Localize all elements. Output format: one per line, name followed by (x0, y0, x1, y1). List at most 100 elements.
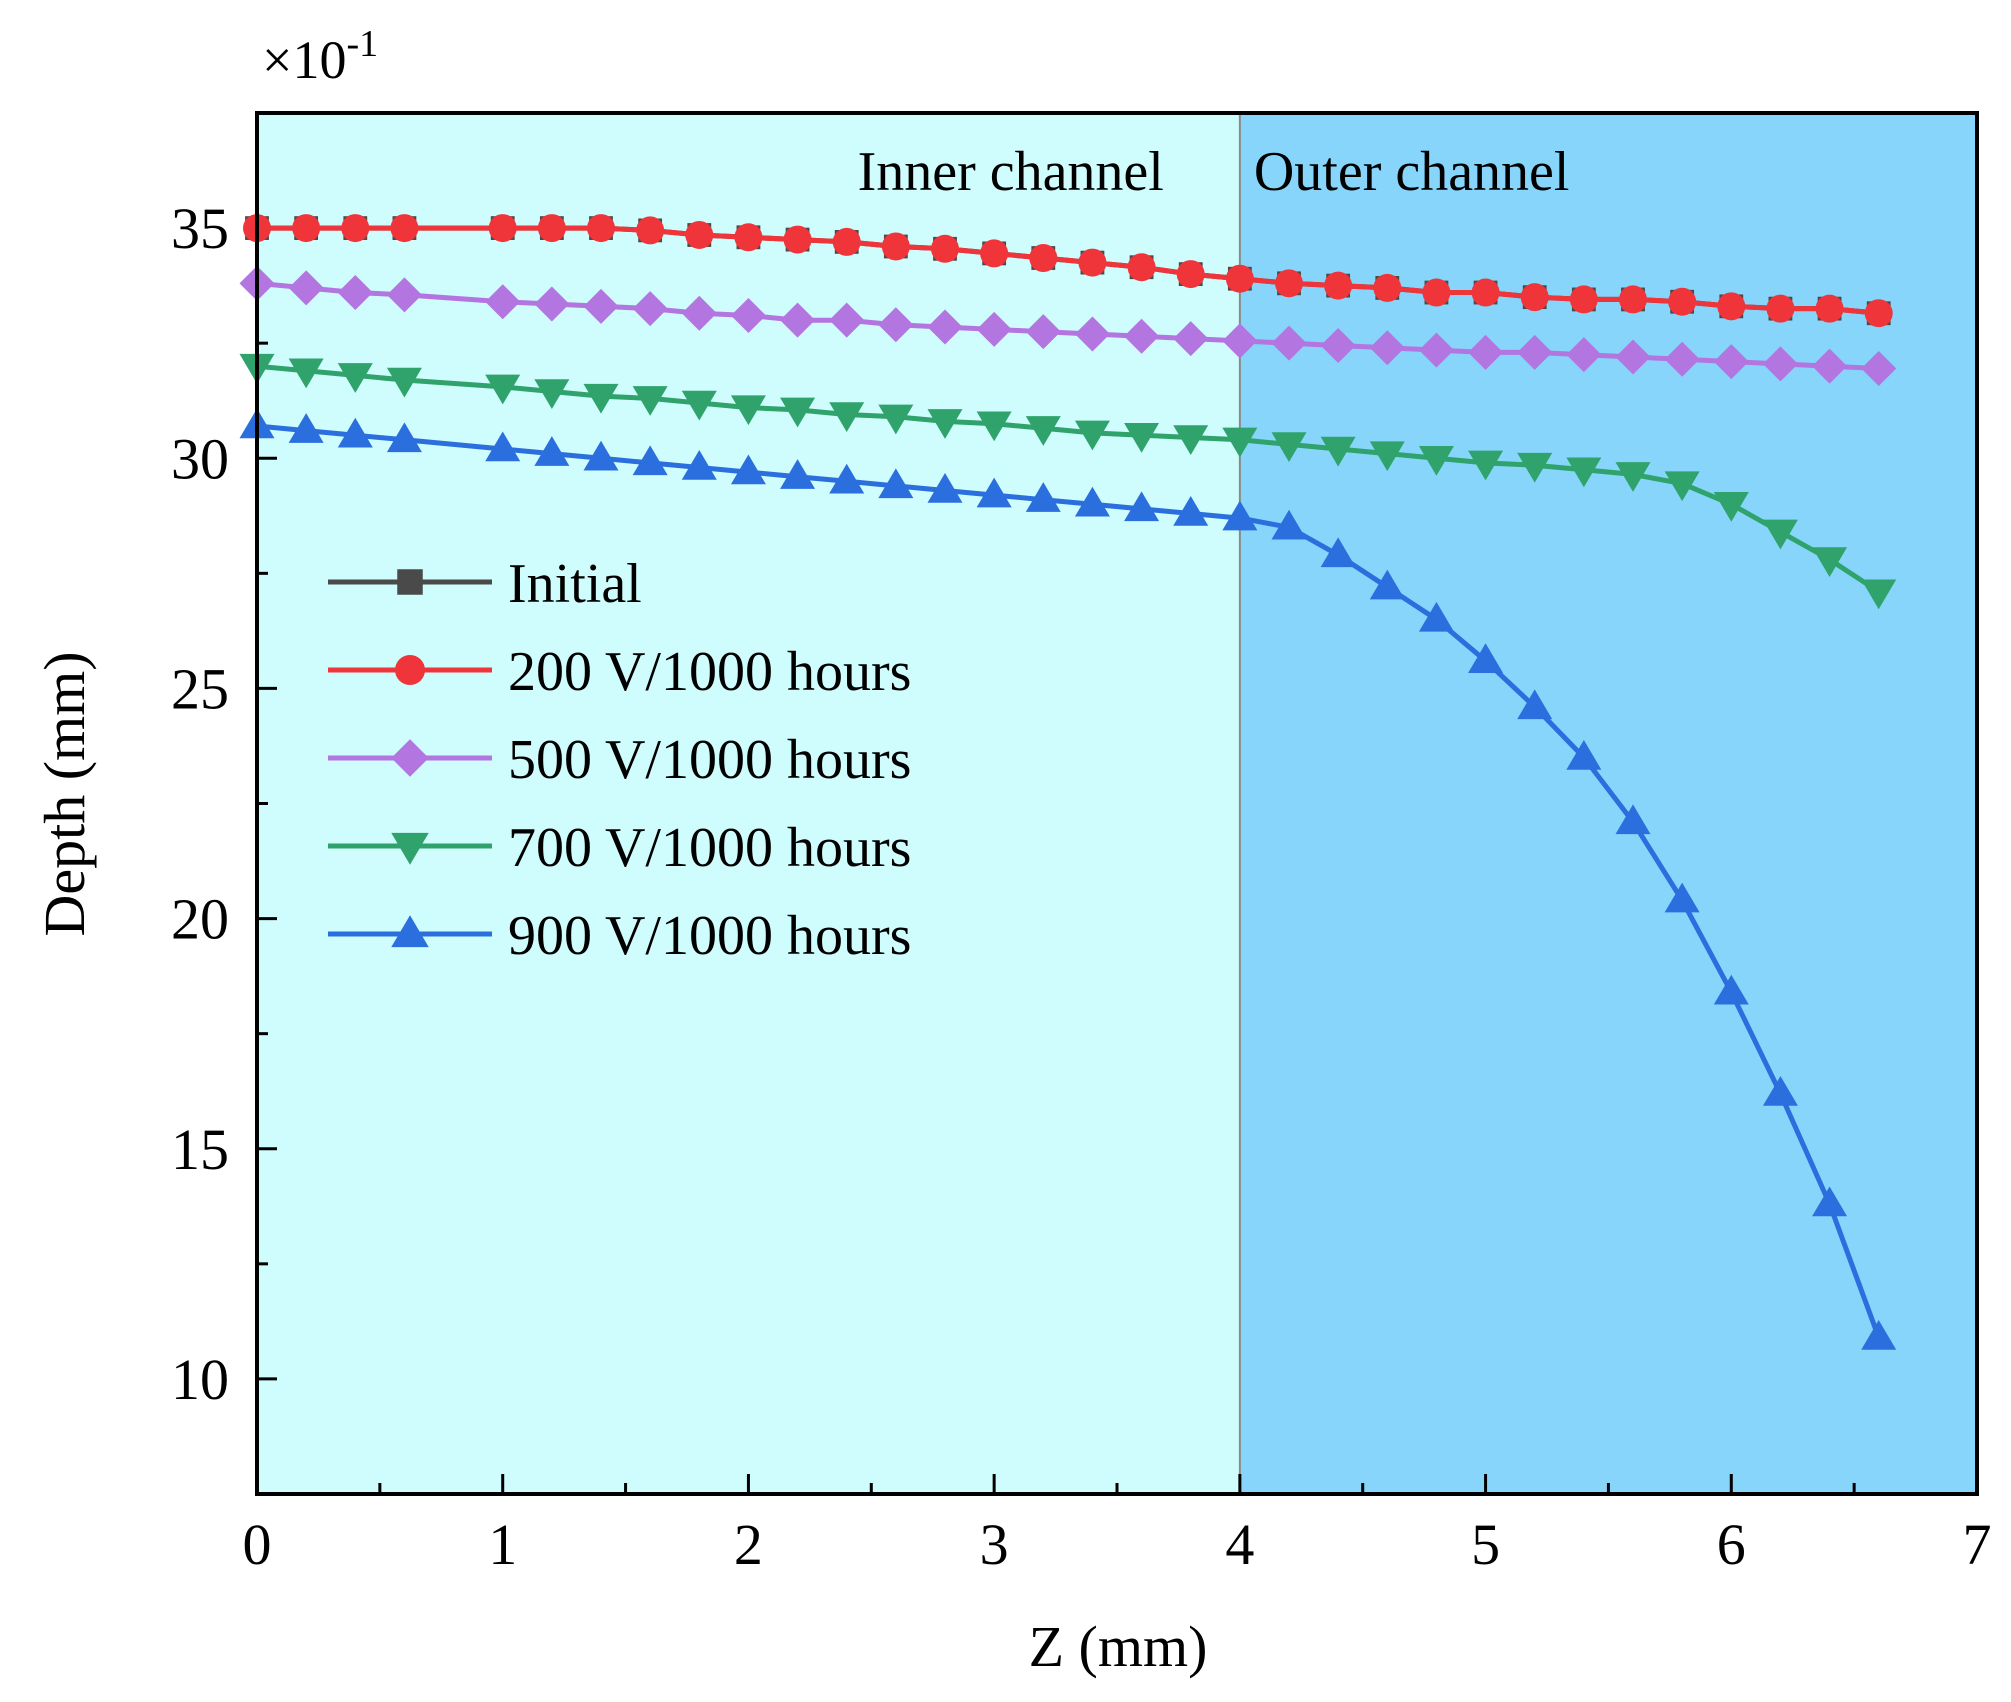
region-inner-background (257, 113, 1240, 1494)
legend-label: 700 V/1000 hours (508, 817, 911, 879)
x-axis-ticks: 0 1 2 3 4 5 6 7 (243, 1474, 1992, 1577)
data-point (1861, 1319, 1897, 1350)
data-point (1664, 882, 1700, 913)
data-point (980, 239, 1009, 268)
data-point (1569, 285, 1598, 314)
data-point (390, 214, 419, 243)
data-point (1566, 739, 1602, 770)
x-tick-label: 2 (734, 1512, 763, 1577)
legend-item: 900 V/1000 hours (328, 905, 911, 967)
data-point (292, 214, 321, 243)
data-point (1517, 689, 1553, 720)
data-point (1418, 446, 1454, 476)
data-point (288, 413, 324, 443)
data-point (485, 284, 521, 320)
y-multiplier-base: ×10 (262, 30, 346, 90)
data-point (1173, 321, 1209, 357)
data-point (832, 227, 861, 256)
data-point (1124, 491, 1160, 522)
data-point (1222, 427, 1258, 458)
data-point (829, 302, 865, 338)
data-point (1520, 283, 1549, 312)
data-point (1762, 519, 1798, 550)
data-point (1861, 350, 1897, 386)
data-point (730, 395, 766, 426)
data-point (1369, 330, 1405, 366)
data-point (1864, 299, 1893, 328)
data-point (632, 386, 668, 416)
data-point (1861, 579, 1897, 610)
data-point (681, 295, 717, 331)
data-point (1222, 500, 1258, 531)
channel-regions (257, 113, 1977, 1494)
data-point (632, 291, 668, 327)
data-point (878, 307, 914, 343)
legend-label: 200 V/1000 hours (508, 641, 911, 703)
x-tick-label: 6 (1717, 1512, 1746, 1577)
data-point (927, 309, 963, 345)
y-tick-label: 20 (171, 887, 229, 952)
data-point (976, 477, 1012, 508)
data-point (386, 367, 422, 398)
data-point (1124, 318, 1160, 354)
data-point (1418, 601, 1454, 632)
data-point (734, 223, 763, 252)
legend: Initial 200 V/1000 hours 500 V/1000 hours 7… (328, 553, 911, 967)
data-point (1074, 486, 1110, 517)
data-point (534, 379, 570, 410)
data-point (780, 459, 816, 489)
y-tick-label: 25 (171, 656, 229, 721)
data-point (1222, 323, 1258, 359)
x-tick-label: 3 (980, 1512, 1009, 1577)
data-point (1320, 436, 1356, 467)
data-point (1762, 1076, 1798, 1106)
legend-marker (397, 569, 423, 595)
data-point (1029, 244, 1058, 273)
data-point (1615, 804, 1651, 835)
data-point (386, 277, 422, 313)
data-point (783, 225, 812, 254)
x-axis-title: Z (mm) (1029, 1614, 1208, 1679)
data-point (1025, 314, 1061, 350)
y-multiplier-exponent: -1 (346, 23, 378, 65)
data-point (337, 275, 373, 311)
data-point (337, 363, 373, 393)
data-point (931, 234, 959, 263)
data-point (1225, 264, 1254, 293)
legend-item: 700 V/1000 hours (328, 817, 911, 879)
legend-item: 200 V/1000 hours (328, 641, 911, 703)
data-point (1127, 253, 1156, 282)
data-point (681, 390, 717, 421)
series-1 (243, 214, 1893, 328)
data-point (681, 449, 717, 480)
data-point (1422, 278, 1451, 307)
data-point (829, 463, 865, 494)
series-4 (239, 408, 1897, 1350)
data-point (341, 214, 370, 243)
data-point (1369, 441, 1405, 472)
y-tick-label: 30 (171, 426, 229, 491)
data-point (881, 232, 910, 261)
data-point (1815, 294, 1844, 323)
data-point (730, 454, 766, 485)
data-point (1468, 334, 1504, 370)
data-point (1812, 547, 1848, 578)
data-point (1176, 260, 1205, 289)
y-axis-title: Depth (mm) (32, 651, 97, 936)
data-point (927, 409, 963, 439)
data-point (1717, 292, 1746, 321)
legend-label: 900 V/1000 hours (508, 905, 911, 967)
data-point (878, 404, 914, 435)
data-point (1713, 344, 1749, 380)
y-tick-label: 15 (171, 1117, 229, 1182)
data-point (1074, 420, 1110, 451)
data-point (488, 214, 517, 243)
region-outer-background (1239, 113, 1977, 1494)
legend-item: Initial (328, 553, 642, 615)
data-point (1471, 278, 1500, 307)
data-point (730, 298, 766, 334)
data-point (1468, 450, 1504, 481)
plot-frame (255, 111, 1979, 1496)
data-point (1664, 341, 1700, 377)
